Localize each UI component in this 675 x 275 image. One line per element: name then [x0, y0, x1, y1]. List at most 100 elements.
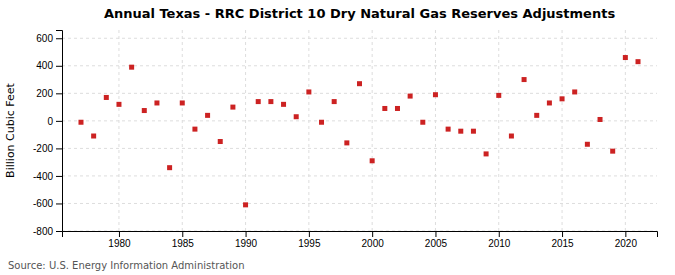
- x-tick: 2020: [615, 231, 638, 249]
- x-tick-label: 2000: [362, 238, 385, 249]
- grid-line: [62, 148, 657, 149]
- point: [281, 102, 286, 107]
- grid-line: [62, 93, 657, 94]
- point: [357, 81, 362, 86]
- point: [382, 106, 387, 111]
- y-tick: 400: [36, 60, 62, 71]
- grid-line: [62, 38, 657, 39]
- y-tick: -400: [33, 171, 62, 182]
- point: [370, 158, 375, 163]
- point: [446, 127, 451, 132]
- plot-area: 198019851990199520002005201020152020-800…: [33, 30, 658, 249]
- x-tick-mark: [435, 231, 436, 237]
- x-tick: 2015: [551, 231, 574, 249]
- x-tick-label: 2005: [425, 238, 448, 249]
- grid-line: [118, 30, 119, 231]
- x-tick-mark: [309, 231, 310, 237]
- point: [294, 114, 299, 119]
- y-tick-mark: [56, 231, 62, 232]
- y-axis-title: Billion Cubic Feet: [4, 82, 17, 177]
- x-tick-mark: [246, 231, 247, 237]
- point: [129, 65, 134, 70]
- point: [104, 95, 109, 100]
- title: Annual Texas - RRC District 10 Dry Natur…: [104, 6, 616, 21]
- x-tick-label: 2015: [551, 238, 574, 249]
- point: [598, 117, 603, 122]
- point: [192, 127, 197, 132]
- point: [154, 100, 159, 105]
- point: [585, 142, 590, 147]
- x-tick-mark: [499, 231, 500, 237]
- x-tick-mark: [182, 231, 183, 237]
- point: [319, 120, 324, 125]
- point: [256, 99, 261, 104]
- x-axis: 1980 1985 1990 1995 2000 2005 2010 2015 2020: [63, 231, 658, 249]
- y-tick-mark: [56, 148, 62, 149]
- point: [610, 149, 615, 154]
- grid-line: [625, 30, 626, 231]
- point: [218, 139, 223, 144]
- x-tick-mark: [562, 231, 563, 237]
- y-tick: -200: [33, 143, 62, 154]
- grid-line: [245, 30, 246, 231]
- point: [458, 129, 463, 134]
- y-tick: 600: [36, 33, 62, 44]
- x-tick: 2000: [362, 231, 385, 249]
- point: [496, 93, 501, 98]
- x-tick-label: 2010: [488, 238, 511, 249]
- point: [78, 120, 83, 125]
- x-tick: 2005: [425, 231, 448, 249]
- point: [522, 77, 527, 82]
- y-tick: 0: [47, 116, 62, 127]
- point: [420, 120, 425, 125]
- point: [205, 113, 210, 118]
- x-tick: 1995: [298, 231, 321, 249]
- y-tick-mark: [56, 66, 62, 67]
- y-tick-mark: [56, 176, 62, 177]
- y-tick: -600: [33, 198, 62, 209]
- y-tick-label: -200: [33, 143, 53, 154]
- grid-line: [308, 30, 309, 231]
- grid-line: [62, 120, 657, 121]
- y-tick-mark: [56, 203, 62, 204]
- y-tick-label: 400: [36, 60, 53, 71]
- point: [572, 89, 577, 94]
- point: [180, 100, 185, 105]
- point: [243, 202, 248, 207]
- y-tick-label: -400: [33, 171, 53, 182]
- x-tick-label: 1995: [298, 238, 321, 249]
- point: [636, 59, 641, 64]
- point: [116, 102, 121, 107]
- point: [230, 105, 235, 110]
- x-tick-label: 1980: [108, 238, 131, 249]
- point: [332, 99, 337, 104]
- point: [408, 94, 413, 99]
- point: [142, 108, 147, 113]
- points: [78, 55, 640, 207]
- x-tick: 1990: [235, 231, 258, 249]
- point: [560, 96, 565, 101]
- point: [509, 134, 514, 139]
- point: [167, 165, 172, 170]
- point: [395, 106, 400, 111]
- point: [534, 113, 539, 118]
- x-tick: 1980: [108, 231, 131, 249]
- grid-line: [498, 30, 499, 231]
- point: [306, 89, 311, 94]
- y-tick-label: 0: [47, 116, 53, 127]
- point: [484, 151, 489, 156]
- point: [471, 129, 476, 134]
- x-tick-mark: [372, 231, 373, 237]
- grid-line: [62, 65, 657, 66]
- y-tick: 200: [36, 88, 62, 99]
- point: [344, 140, 349, 145]
- point: [91, 134, 96, 139]
- x-tick-mark: [625, 231, 626, 237]
- y-tick-label: 200: [36, 88, 53, 99]
- y-tick-label: -600: [33, 198, 53, 209]
- x-tick: 1985: [172, 231, 195, 249]
- x-tick-label: 1990: [235, 238, 258, 249]
- y-tick: -800: [33, 226, 62, 237]
- y-tick-label: -800: [33, 226, 53, 237]
- grid-line: [62, 175, 657, 176]
